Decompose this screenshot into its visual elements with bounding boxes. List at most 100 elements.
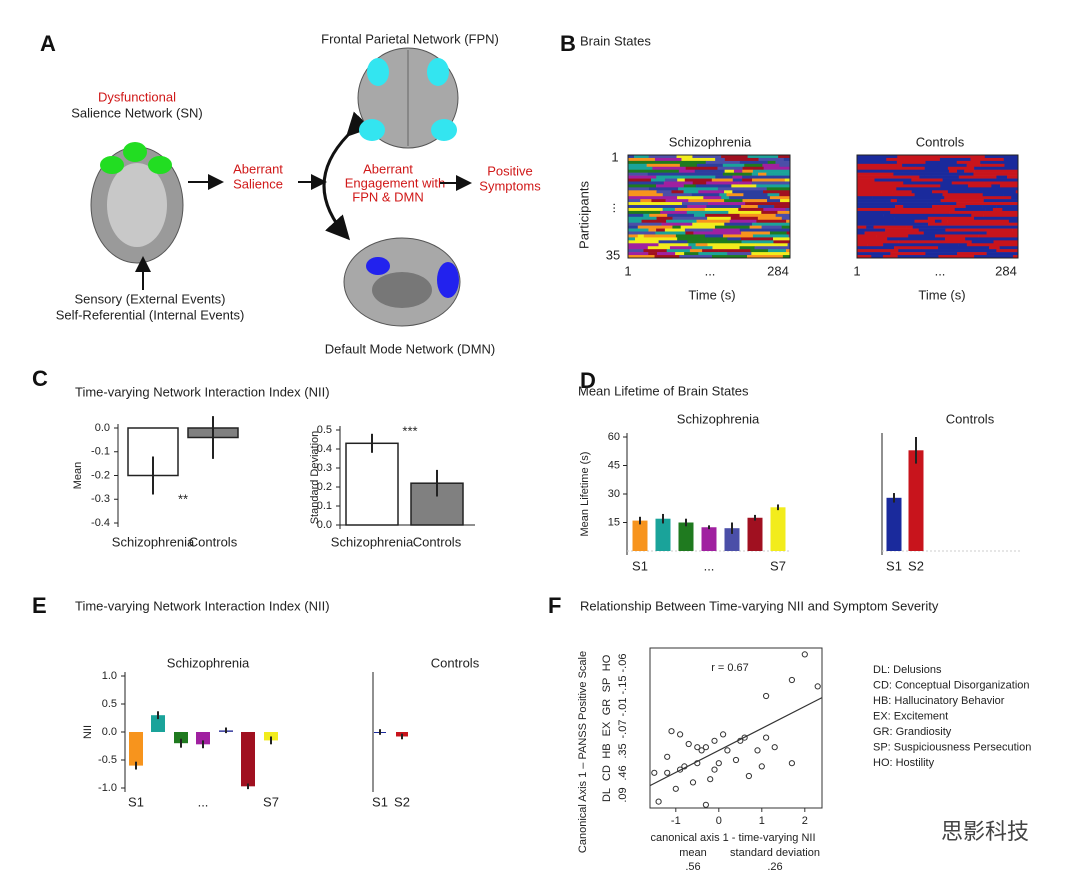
heatmap-cell (759, 196, 771, 200)
heatmap-cell (930, 172, 974, 176)
heatmap-cell (690, 172, 724, 176)
heatmap-cell (975, 202, 997, 206)
heatmap-cell (678, 169, 696, 173)
heatmap-cell (857, 237, 888, 241)
heatmap-cell (773, 175, 781, 179)
heatmap-cell (857, 216, 895, 221)
dmn-blob (437, 262, 459, 298)
heatmap-cell (730, 243, 756, 247)
heatmap-cell (628, 210, 661, 215)
x-label: Time (s) (918, 287, 965, 302)
heatmap-cell (933, 210, 950, 215)
heatmap-cell (913, 184, 941, 188)
scatter-point (707, 776, 714, 783)
x-sub-label: mean (679, 847, 707, 859)
heatmap-cell (915, 196, 945, 200)
heatmap-cell (857, 199, 891, 203)
y-tick-label: 30 (608, 488, 620, 500)
y-sub-label: HO (601, 654, 613, 671)
y-tick-label: -0.1 (91, 446, 110, 458)
x-tick-label: 284 (995, 263, 1017, 278)
heatmap-cell (646, 163, 681, 168)
heatmap-cell (927, 202, 937, 206)
heatmap-cell (724, 199, 743, 203)
heatmap-cell (739, 246, 755, 250)
heatmap-frame (627, 154, 791, 259)
heatmap-cell (866, 225, 874, 229)
heatmap-cell (743, 187, 767, 191)
heatmap-cell (663, 181, 694, 185)
y-tick-label: 0.4 (317, 443, 332, 455)
heatmap-cell (654, 157, 682, 162)
heatmap-cell (906, 225, 914, 229)
heatmap-cell (857, 178, 875, 182)
heatmap-cell (1006, 255, 1014, 259)
heatmap-cell (857, 190, 882, 194)
heatmap-cell (722, 172, 753, 176)
heatmap-cell (758, 172, 767, 176)
heatmap-cell (628, 237, 636, 241)
heatmap-cell (979, 231, 987, 235)
heatmap-cell (971, 213, 984, 218)
heatmap-cell (715, 175, 733, 179)
heatmap-cell (664, 178, 678, 182)
sn-blob (100, 156, 124, 174)
heatmap-cell (643, 234, 677, 238)
heatmap-cell (750, 249, 769, 253)
heatmap-cell (707, 252, 728, 256)
heatmap-cell (902, 163, 939, 168)
heatmap-cell (866, 166, 898, 171)
heatmap-cell (686, 210, 705, 215)
heatmap-cell (958, 243, 968, 247)
heatmap-cell (985, 207, 994, 212)
y-sub-value: .35 (617, 743, 629, 758)
heatmap-cell (900, 190, 912, 194)
heatmap-cell (895, 205, 904, 209)
heatmap-cell (640, 199, 652, 203)
heatmap-cell (655, 205, 688, 209)
x-tick-label: Controls (189, 534, 238, 549)
heatmap-cell (869, 207, 904, 212)
heatmap-cell (628, 255, 655, 259)
heatmap-cell (732, 178, 743, 182)
chart-subtitle: Controls (431, 655, 480, 670)
heatmap-cell (756, 219, 787, 223)
heatmap-cell (903, 181, 929, 185)
heatmap-cell (662, 207, 676, 212)
heatmap-cell (721, 196, 730, 200)
bar (724, 528, 740, 551)
heatmap-cell (995, 202, 1018, 206)
scatter-point (801, 651, 808, 658)
heatmap-cell (714, 240, 742, 244)
heatmap-cell (939, 157, 971, 162)
heatmap-cell (948, 207, 956, 212)
heatmap-cell (993, 240, 1019, 244)
panel-title: Time-varying Network Interaction Index (… (75, 598, 330, 613)
heatmap-cell (687, 205, 707, 209)
heatmap-cell (967, 216, 975, 221)
heatmap-cell (983, 213, 1008, 218)
heatmap-cell (911, 178, 943, 182)
heatmap-cell (893, 172, 925, 176)
bar (174, 732, 188, 744)
heatmap-cell (766, 187, 791, 191)
heatmap-cell (742, 178, 753, 182)
x-sub-value: .56 (685, 861, 700, 873)
x-tick-label: Schizophrenia (331, 534, 414, 549)
heatmap-cell (1006, 213, 1019, 218)
heatmap-cell (1012, 228, 1019, 232)
heatmap-cell (984, 181, 998, 185)
heatmap-cell (948, 169, 958, 173)
heatmap-cell (719, 193, 727, 197)
heatmap-cell (672, 225, 682, 229)
heatmap-cell (986, 231, 1019, 235)
bar (678, 522, 694, 551)
heatmap-cell (857, 222, 896, 226)
x-tick-label: S2 (394, 794, 410, 809)
fpn-blob (427, 58, 449, 86)
heatmap-cell (914, 193, 943, 197)
heatmap-cell (885, 228, 895, 232)
sn-status: Dysfunctional (98, 89, 176, 104)
heatmap-cell (890, 210, 935, 215)
heatmap-cell (705, 213, 740, 218)
